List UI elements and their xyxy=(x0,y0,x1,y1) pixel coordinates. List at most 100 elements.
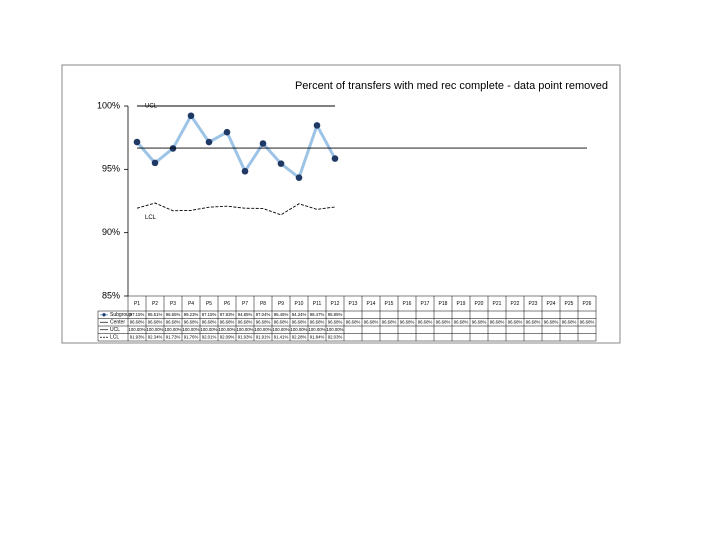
table-cell: 96.68% xyxy=(580,319,595,324)
x-tick-label: P11 xyxy=(313,301,322,307)
chart-title: Percent of transfers with med rec comple… xyxy=(295,80,608,92)
table-cell: 100.00% xyxy=(309,327,326,332)
x-tick-label: P18 xyxy=(439,301,448,307)
table-cell: 98.47% xyxy=(310,312,325,317)
table-cell: 96.68% xyxy=(238,319,253,324)
x-tick-label: P1 xyxy=(134,301,140,307)
x-tick-label: P25 xyxy=(565,301,574,307)
table-cell: 96.68% xyxy=(526,319,541,324)
y-tick-label: 90% xyxy=(102,227,120,237)
x-tick-label: P15 xyxy=(385,301,394,307)
x-tick-label: P19 xyxy=(457,301,466,307)
x-tick-label: P21 xyxy=(493,301,502,307)
y-tick-label: 95% xyxy=(102,164,120,174)
table-cell: 99.23% xyxy=(184,312,199,317)
table-cell: 100.00% xyxy=(255,327,272,332)
y-tick-label: 100% xyxy=(97,100,120,110)
table-cell: 100.00% xyxy=(165,327,182,332)
table-cell: 96.68% xyxy=(454,319,469,324)
table-cell: 96.68% xyxy=(490,319,505,324)
table-cell: 97.04% xyxy=(256,312,271,317)
x-tick-label: P20 xyxy=(475,301,484,307)
table-cell: 95.51% xyxy=(148,312,163,317)
data-point xyxy=(133,138,141,146)
y-tick-label: 85% xyxy=(102,290,120,300)
table-cell: 92.01% xyxy=(202,334,217,339)
table-cell: 92.09% xyxy=(220,334,235,339)
table-cell: 100.00% xyxy=(201,327,218,332)
x-tick-label: P8 xyxy=(260,301,266,307)
table-cell: 96.68% xyxy=(130,319,145,324)
data-point xyxy=(151,159,159,167)
table-cell: 91.84% xyxy=(310,334,325,339)
table-cell: 91.93% xyxy=(238,334,253,339)
data-point xyxy=(241,167,249,175)
table-cell: 100.00% xyxy=(183,327,200,332)
table-cell: 96.65% xyxy=(166,312,181,317)
x-tick-label: P9 xyxy=(278,301,284,307)
limit-label: UCL xyxy=(145,104,158,110)
table-cell: 100.00% xyxy=(237,327,254,332)
table-cell: 95.45% xyxy=(274,312,289,317)
table-cell: 96.68% xyxy=(400,319,415,324)
data-line xyxy=(135,112,337,181)
table-cell: 96.68% xyxy=(292,319,307,324)
x-tick-label: P22 xyxy=(511,301,520,307)
table-cell: 100.00% xyxy=(129,327,146,332)
control-line xyxy=(136,202,336,216)
x-tick-label: P3 xyxy=(170,301,176,307)
data-point xyxy=(259,140,267,147)
table-cell: 94.85% xyxy=(238,312,253,317)
x-tick-label: P6 xyxy=(224,301,230,307)
table-cell: 96.68% xyxy=(220,319,235,324)
data-point xyxy=(187,112,195,120)
data-point xyxy=(295,174,303,181)
table-cell: 100.00% xyxy=(273,327,290,332)
table-cell: 91.93% xyxy=(130,334,145,339)
table-cell: 94.34% xyxy=(292,312,307,317)
table-cell: 96.68% xyxy=(184,319,199,324)
table-cell: 96.68% xyxy=(418,319,433,324)
legend-label: UCL xyxy=(110,327,120,333)
table-cell: 100.00% xyxy=(327,327,344,332)
x-tick-label: P23 xyxy=(529,301,538,307)
table-cell: 92.28% xyxy=(292,334,307,339)
table-cell: 96.68% xyxy=(562,319,577,324)
table-cell: 97.15% xyxy=(202,312,217,317)
data-point xyxy=(313,122,321,129)
table-cell: 100.00% xyxy=(147,327,164,332)
limit-label: LCL xyxy=(145,215,157,221)
table-cell: 96.68% xyxy=(256,319,271,324)
legend-marker xyxy=(102,313,106,317)
x-tick-label: P10 xyxy=(295,301,304,307)
table-cell: 96.68% xyxy=(310,319,325,324)
x-tick-label: P7 xyxy=(242,301,248,307)
table-cell: 96.68% xyxy=(274,319,289,324)
x-tick-label: P5 xyxy=(206,301,212,307)
legend-label: Subgroup xyxy=(110,312,132,318)
table-cell: 91.73% xyxy=(166,334,181,339)
table-cell: 91.76% xyxy=(184,334,199,339)
x-tick-label: P14 xyxy=(367,301,376,307)
table-cell: 92.34% xyxy=(148,334,163,339)
table-cell: 96.68% xyxy=(346,319,361,324)
x-tick-label: P16 xyxy=(403,301,412,307)
table-cell: 95.85% xyxy=(328,312,343,317)
x-tick-label: P4 xyxy=(188,301,194,307)
table-cell: 96.68% xyxy=(436,319,451,324)
legend-label: LCL xyxy=(110,335,119,341)
table-cell: 96.68% xyxy=(472,319,487,324)
data-point xyxy=(331,155,339,162)
table-cell: 96.68% xyxy=(544,319,559,324)
table-cell: 97.93% xyxy=(220,312,235,317)
x-tick-label: P17 xyxy=(421,301,430,307)
x-tick-label: P26 xyxy=(583,301,592,307)
data-point xyxy=(277,160,285,167)
table-cell: 96.68% xyxy=(202,319,217,324)
x-tick-label: P13 xyxy=(349,301,358,307)
table-cell: 91.41% xyxy=(274,334,289,339)
data-point xyxy=(223,128,231,136)
table-cell: 91.91% xyxy=(256,334,271,339)
table-cell: 96.68% xyxy=(382,319,397,324)
